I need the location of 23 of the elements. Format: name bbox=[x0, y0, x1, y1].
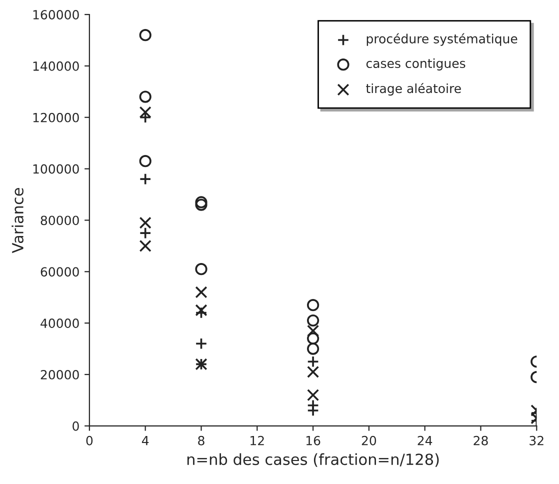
y-tick-label: 60000 bbox=[40, 267, 79, 277]
legend-label: procédure systématique bbox=[366, 33, 518, 46]
y-tick-label: 0 bbox=[72, 421, 79, 431]
y-tick-label: 100000 bbox=[33, 164, 79, 174]
x-tick-label: 16 bbox=[306, 436, 320, 446]
y-tick-label: 40000 bbox=[40, 318, 79, 328]
y-tick-label: 80000 bbox=[40, 216, 79, 226]
x-tick-label: 28 bbox=[474, 436, 488, 446]
x-tick-label: 20 bbox=[362, 436, 376, 446]
x-tick-label: 0 bbox=[86, 436, 93, 446]
legend-label: cases contigues bbox=[366, 58, 466, 70]
x-tick-label: 12 bbox=[250, 436, 264, 446]
x-tick-label: 8 bbox=[198, 436, 204, 446]
y-tick-label: 140000 bbox=[33, 61, 79, 71]
legend-label: tirage aléatoire bbox=[366, 82, 461, 96]
y-tick-label: 20000 bbox=[40, 370, 79, 380]
x-tick-label: 32 bbox=[530, 436, 544, 446]
x-tick-label: 4 bbox=[142, 436, 149, 446]
x-tick-label: 24 bbox=[418, 436, 432, 446]
y-axis-title: Variance bbox=[12, 188, 24, 254]
x-axis-title: n=nb des cases (fraction=n/128) bbox=[187, 453, 439, 467]
y-tick-label: 120000 bbox=[33, 112, 79, 122]
y-tick-label: 160000 bbox=[33, 10, 79, 20]
